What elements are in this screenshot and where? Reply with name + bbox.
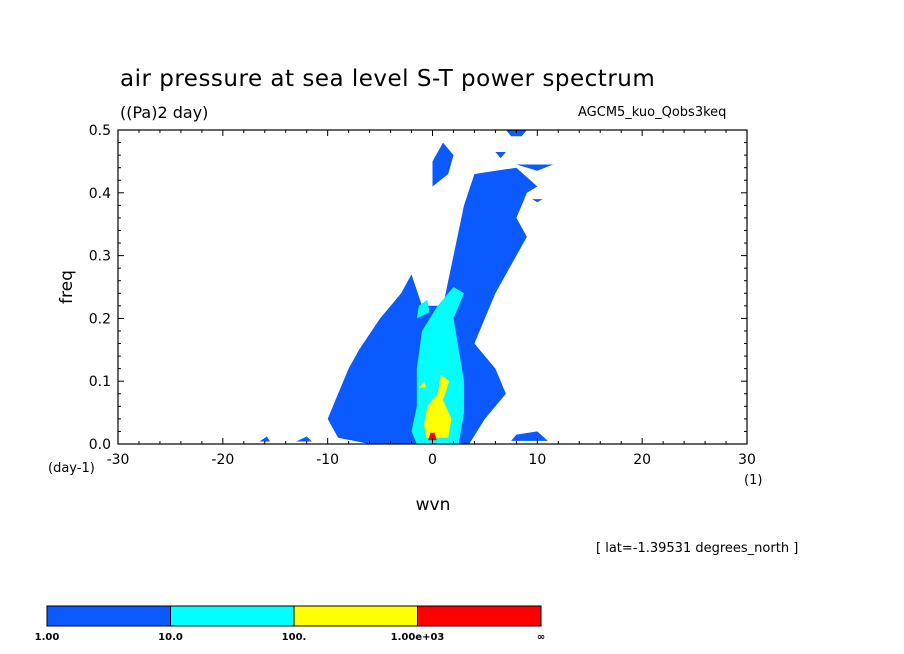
contour-region-13 <box>428 432 437 441</box>
contour-region-3 <box>495 152 506 159</box>
contour-region-9 <box>411 287 464 444</box>
y-tick-label: 0.3 <box>89 249 111 265</box>
y-axis-label: freq <box>57 270 77 304</box>
colorbar-segment <box>294 606 418 626</box>
contour-region-6 <box>259 436 270 442</box>
axis-tick-labels: -30 -20 -10 0 10 20 30 0.0 0.1 0.2 0.3 0.4 0.5 <box>89 123 756 468</box>
colorbar-label: 100. <box>282 632 307 643</box>
contour-region-7 <box>296 436 312 442</box>
y-unit-label: (day-1) <box>48 461 95 476</box>
y-tick-label: 0.2 <box>89 311 111 327</box>
colorbar-label: 1.00 <box>35 632 60 643</box>
contour-region-5 <box>511 431 548 441</box>
contour-regions <box>259 130 554 444</box>
latitude-note: [ lat=-1.39531 degrees_north ] <box>596 541 799 556</box>
y-tick-label: 0.1 <box>89 374 111 390</box>
contour-region-2 <box>505 130 527 137</box>
x-axis-label: wvn <box>416 495 451 515</box>
y-tick-label: 0.0 <box>89 437 111 453</box>
x-tick-label: 0 <box>428 452 437 468</box>
x-tick-label: -20 <box>211 452 234 468</box>
colorbar-label: 1.00e+03 <box>391 632 445 643</box>
colorbar: 1.00 10.0 100. 1.00e+03 ∞ <box>35 605 545 643</box>
x-tick-label: -10 <box>316 452 339 468</box>
contour-region-11 <box>424 374 452 438</box>
contour-region-12 <box>418 381 427 388</box>
x-tick-label: -30 <box>107 452 130 468</box>
contour-region-8 <box>532 199 543 203</box>
colorbar-label: ∞ <box>537 632 545 643</box>
contour-region-4 <box>516 164 554 171</box>
colorbar-segment <box>47 606 171 626</box>
run-name: AGCM5_kuo_Qobs3keq <box>578 105 727 120</box>
x-tick-label: 30 <box>738 452 756 468</box>
chart-units: ((Pa)2 day) <box>120 103 209 122</box>
x-tick-label: 20 <box>633 452 651 468</box>
x-tick-label: 10 <box>528 452 546 468</box>
axis-ticks <box>117 129 748 445</box>
y-tick-label: 0.4 <box>89 186 111 202</box>
contour-region-10 <box>416 299 430 319</box>
colorbar-segment <box>417 606 541 626</box>
x-unit-label: (1) <box>744 473 762 488</box>
y-tick-label: 0.5 <box>89 123 111 139</box>
contour-region-0 <box>327 167 538 444</box>
colorbar-label: 10.0 <box>158 632 183 643</box>
contour-region-1 <box>432 142 454 187</box>
colorbar-segment <box>170 606 294 626</box>
chart-title: air pressure at sea level S-T power spec… <box>120 66 656 92</box>
